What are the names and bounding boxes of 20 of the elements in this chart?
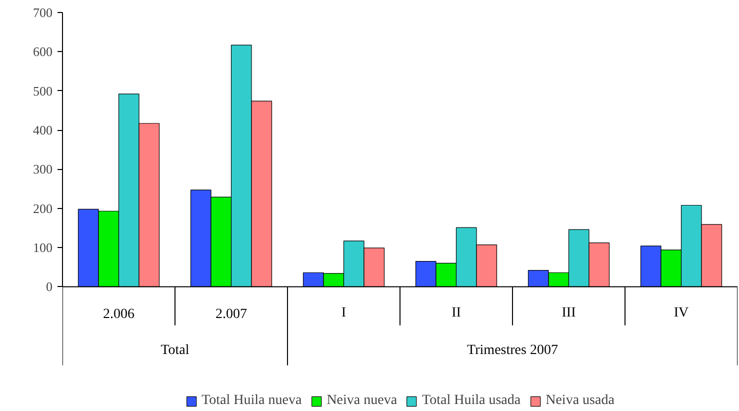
- y-tick-label: 0: [46, 279, 52, 294]
- y-tick-label: 600: [33, 44, 52, 60]
- x-tick-label: I: [341, 305, 346, 320]
- x-tick-label: IV: [674, 305, 689, 320]
- x-tick-label: 2.006: [103, 306, 134, 322]
- y-tick-label: 100: [33, 240, 52, 256]
- text: Total: [160, 342, 190, 358]
- legend-label: Total Huila nueva: [202, 393, 302, 409]
- y-tick-label: 300: [33, 162, 52, 177]
- legend-label: Neiva nueva: [326, 393, 398, 409]
- y-tick-label: 500: [33, 83, 52, 98]
- x-tick-label: 2.007: [216, 306, 247, 322]
- legend-label: Neiva usada: [546, 393, 614, 409]
- text: Trimestres 2007: [467, 342, 558, 358]
- y-tick-label: 700: [33, 5, 52, 20]
- x-tick-label: II: [452, 305, 462, 320]
- y-tick-label: 400: [33, 122, 52, 138]
- legend-label: Total Huila usada: [422, 393, 521, 409]
- y-tick-label: 200: [33, 200, 52, 216]
- x-tick-label: III: [562, 305, 576, 320]
